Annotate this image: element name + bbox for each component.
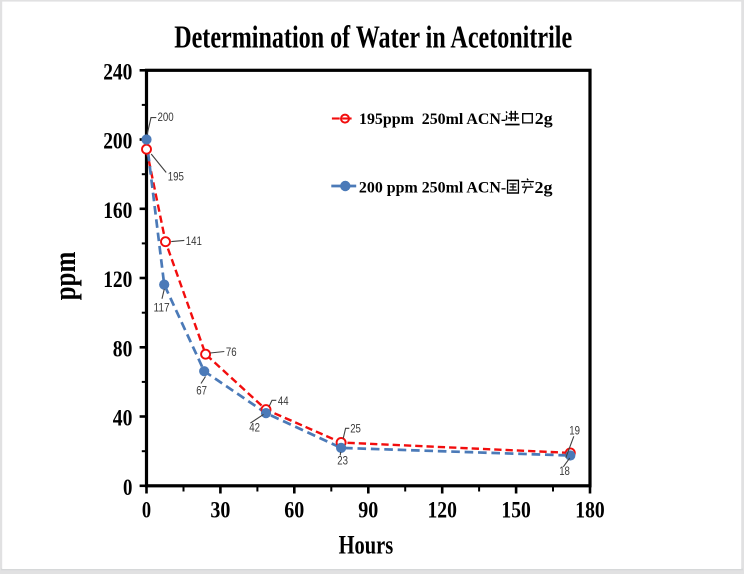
svg-text:120: 120 xyxy=(103,267,132,292)
svg-text:44: 44 xyxy=(278,394,289,408)
svg-text:141: 141 xyxy=(186,234,202,248)
svg-text:42: 42 xyxy=(249,421,260,435)
svg-text:60: 60 xyxy=(284,498,304,523)
svg-text:18: 18 xyxy=(559,464,570,478)
svg-text:2g: 2g xyxy=(535,109,554,128)
svg-text:200: 200 xyxy=(158,110,174,124)
svg-text:Determination of Water in Acet: Determination of Water in Acetonitrile xyxy=(174,18,572,54)
svg-text:195: 195 xyxy=(168,170,184,184)
svg-text:ppm: ppm xyxy=(47,251,82,300)
svg-text:67: 67 xyxy=(196,383,207,397)
svg-text:Hours: Hours xyxy=(339,529,394,559)
svg-text:160: 160 xyxy=(103,198,132,223)
svg-text:0: 0 xyxy=(142,498,151,523)
svg-text:76: 76 xyxy=(226,345,237,359)
svg-text:200: 200 xyxy=(103,129,132,154)
svg-text:240: 240 xyxy=(103,60,132,85)
svg-text:25: 25 xyxy=(350,421,361,435)
svg-text:195ppm 250ml ACN-: 195ppm 250ml ACN- xyxy=(359,111,506,128)
svg-text:200 ppm 250ml ACN-: 200 ppm 250ml ACN- xyxy=(359,179,506,196)
svg-text:90: 90 xyxy=(358,498,378,523)
svg-text:40: 40 xyxy=(113,406,133,431)
svg-text:23: 23 xyxy=(337,453,348,467)
svg-text:80: 80 xyxy=(113,337,133,362)
svg-text:150: 150 xyxy=(501,498,530,523)
svg-text:120: 120 xyxy=(428,498,457,523)
svg-text:180: 180 xyxy=(575,498,604,523)
svg-text:19: 19 xyxy=(569,424,580,438)
svg-text:30: 30 xyxy=(210,498,230,523)
svg-text:0: 0 xyxy=(123,475,132,500)
svg-text:117: 117 xyxy=(154,300,170,314)
svg-text:2g: 2g xyxy=(535,178,554,197)
